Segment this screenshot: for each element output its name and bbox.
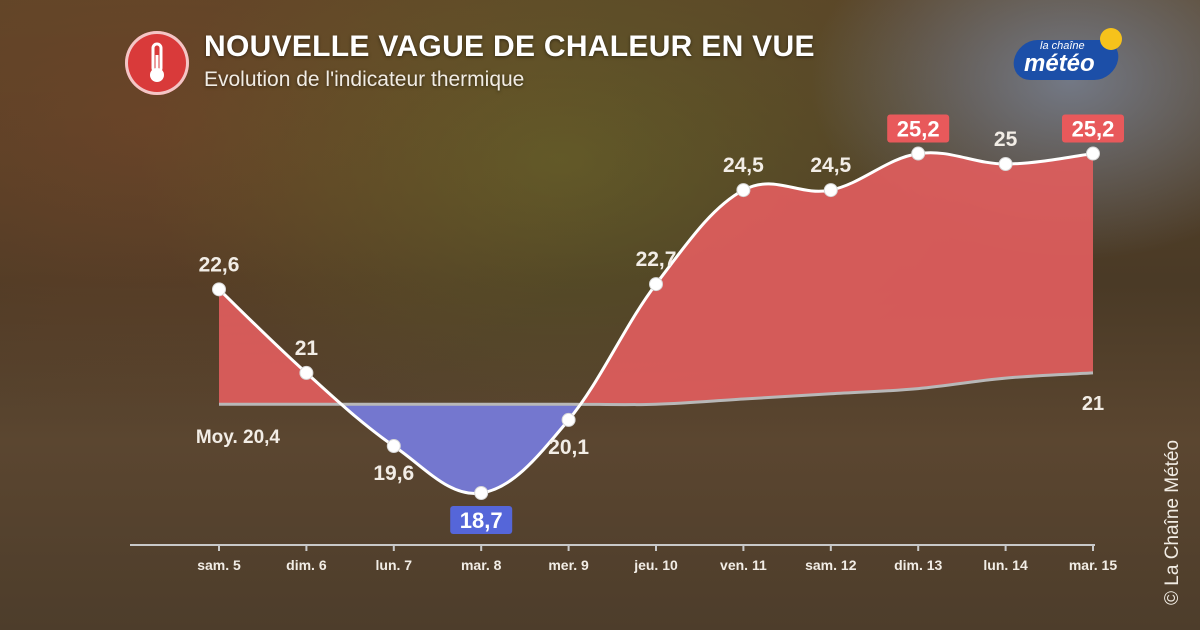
chart-title: NOUVELLE VAGUE DE CHALEUR EN VUE <box>204 30 815 63</box>
value-badge <box>450 506 513 534</box>
value-label: 21 <box>295 337 319 360</box>
value-label: 25,2 <box>897 117 940 142</box>
average-line <box>218 371 1094 407</box>
data-point <box>649 277 663 292</box>
area-above-average <box>219 152 1093 494</box>
x-tick-label: ven. 11 <box>720 557 767 573</box>
value-badge <box>1062 114 1124 143</box>
value-label: 22,7 <box>636 248 677 271</box>
x-tick-label: dim. 6 <box>286 557 327 573</box>
la-chaine-meteo-logo: la chaîne météo <box>1010 28 1124 84</box>
value-label: 19,6 <box>373 462 414 485</box>
x-tick-label: mar. 8 <box>461 557 502 573</box>
sun-icon <box>1100 28 1122 50</box>
x-tick-label: mar. 15 <box>1069 557 1117 573</box>
data-point <box>911 146 926 161</box>
thermometer-icon <box>125 31 189 95</box>
x-tick-label: jeu. 10 <box>633 557 678 573</box>
data-point <box>212 282 226 297</box>
value-label: 18,7 <box>460 508 503 533</box>
logo-top-text: la chaîne <box>1040 40 1085 52</box>
value-badge <box>887 114 950 143</box>
indicator-line <box>217 151 1094 495</box>
logo-main-text: météo <box>1024 50 1095 77</box>
x-tick-label: sam. 5 <box>197 557 241 573</box>
value-label: 25,2 <box>1072 117 1115 142</box>
chart-subtitle: Evolution de l'indicateur thermique <box>204 68 525 91</box>
data-point <box>1086 146 1100 161</box>
value-label: 24,5 <box>810 154 851 177</box>
average-end-label: 21 <box>1082 393 1104 415</box>
x-tick-label: sam. 12 <box>805 557 857 573</box>
data-point <box>998 157 1013 171</box>
x-tick-label: lun. 14 <box>983 557 1028 573</box>
data-point <box>474 486 489 500</box>
value-label: 22,6 <box>199 253 240 276</box>
area-below-average <box>341 404 656 494</box>
x-tick-label: mer. 9 <box>548 557 589 573</box>
value-label: 24,5 <box>723 154 764 177</box>
data-point <box>561 412 576 427</box>
x-tick-label: dim. 13 <box>894 557 942 573</box>
data-point <box>299 365 314 380</box>
value-label: 25 <box>994 128 1018 151</box>
data-point <box>386 439 401 453</box>
data-point <box>823 183 838 198</box>
x-tick-label: lun. 7 <box>376 557 413 573</box>
average-start-label: Moy. 20,4 <box>196 427 281 448</box>
value-label: 20,1 <box>548 436 589 459</box>
data-point <box>736 183 751 198</box>
